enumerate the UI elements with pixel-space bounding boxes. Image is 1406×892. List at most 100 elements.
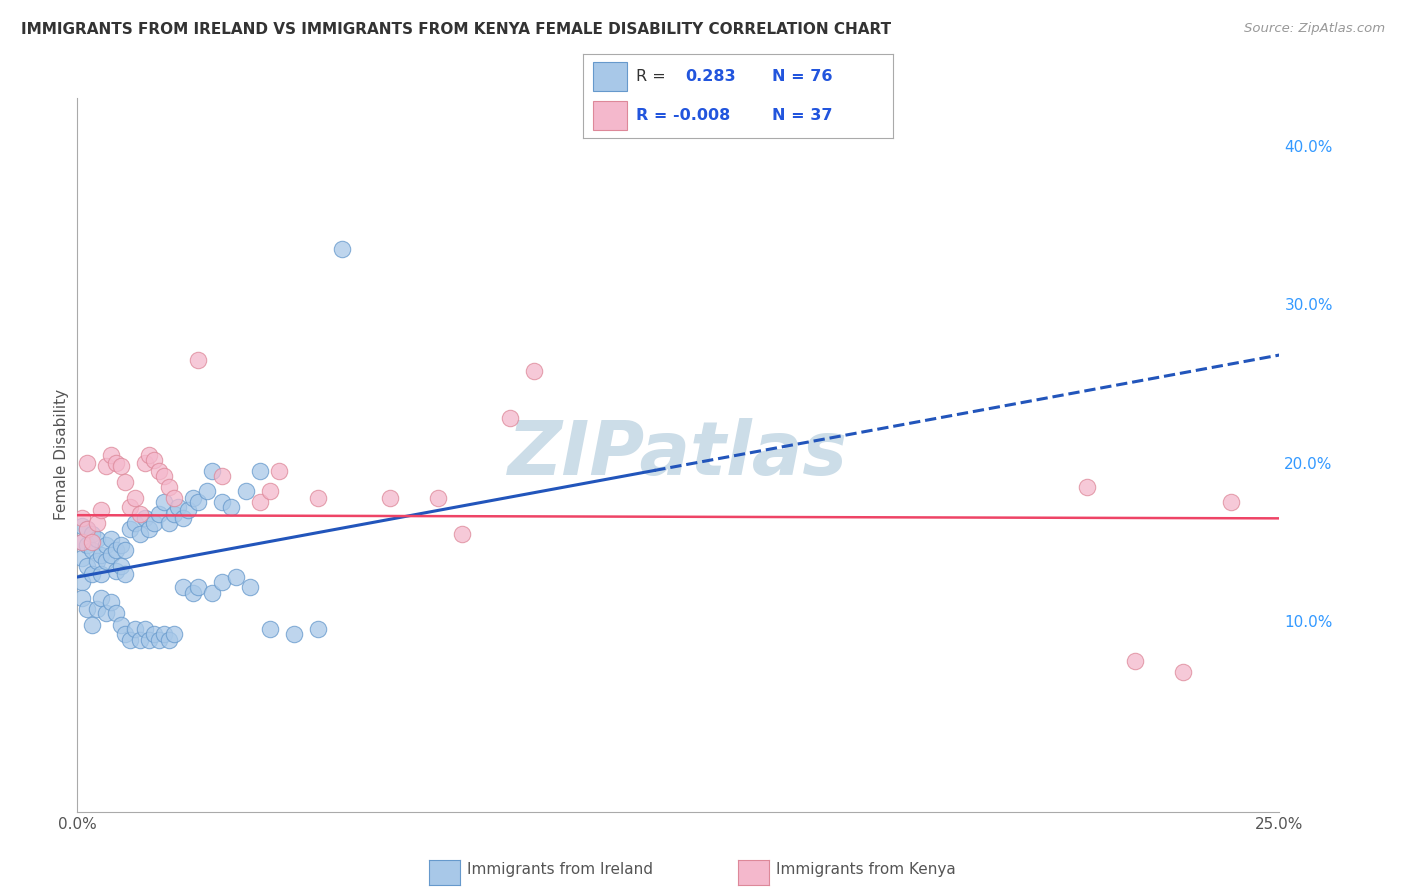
Point xyxy=(157,633,180,648)
Text: Immigrants from Kenya: Immigrants from Kenya xyxy=(776,863,956,877)
Point xyxy=(177,503,200,517)
Point xyxy=(134,456,156,470)
Point xyxy=(110,538,132,552)
Point xyxy=(138,633,160,648)
Point xyxy=(128,527,150,541)
Point xyxy=(80,535,103,549)
Point xyxy=(90,548,112,562)
Point xyxy=(307,491,329,505)
Point xyxy=(1076,480,1098,494)
Point xyxy=(259,484,281,499)
Point xyxy=(96,554,118,568)
Point xyxy=(76,558,98,573)
Text: IMMIGRANTS FROM IRELAND VS IMMIGRANTS FROM KENYA FEMALE DISABILITY CORRELATION C: IMMIGRANTS FROM IRELAND VS IMMIGRANTS FR… xyxy=(21,22,891,37)
Text: N = 76: N = 76 xyxy=(772,69,832,84)
Point xyxy=(148,633,170,648)
Point xyxy=(114,566,136,581)
Point xyxy=(523,364,546,378)
Point xyxy=(499,411,522,425)
Point xyxy=(104,607,127,621)
Point xyxy=(80,566,103,581)
Point xyxy=(90,566,112,581)
Point xyxy=(225,570,247,584)
Point xyxy=(124,623,146,637)
Point xyxy=(86,516,108,530)
Text: ZIPatlas: ZIPatlas xyxy=(509,418,848,491)
Point xyxy=(120,633,142,648)
Point xyxy=(283,627,305,641)
Point xyxy=(80,527,103,541)
Point xyxy=(70,551,93,566)
Point xyxy=(153,468,176,483)
Point xyxy=(211,574,233,589)
Point xyxy=(143,452,166,467)
Point xyxy=(100,548,122,562)
Point xyxy=(378,491,401,505)
Text: Immigrants from Ireland: Immigrants from Ireland xyxy=(467,863,652,877)
Point xyxy=(76,456,98,470)
Text: R = -0.008: R = -0.008 xyxy=(636,108,730,123)
Point xyxy=(70,519,93,533)
Point xyxy=(134,511,156,525)
Bar xyxy=(593,62,627,91)
Point xyxy=(259,623,281,637)
Point xyxy=(76,538,98,552)
Point xyxy=(187,352,209,367)
Point xyxy=(451,527,474,541)
Text: R =: R = xyxy=(636,69,666,84)
Point xyxy=(181,491,204,505)
Point xyxy=(104,543,127,558)
Point xyxy=(76,601,98,615)
Point xyxy=(70,574,93,589)
Point xyxy=(76,523,98,537)
Point xyxy=(100,532,122,546)
Point xyxy=(134,623,156,637)
Point xyxy=(124,516,146,530)
Point xyxy=(143,627,166,641)
Bar xyxy=(593,101,627,130)
Point xyxy=(70,535,93,549)
Y-axis label: Female Disability: Female Disability xyxy=(53,389,69,521)
Point xyxy=(110,617,132,632)
Point xyxy=(172,580,194,594)
Point xyxy=(86,532,108,546)
Point xyxy=(239,580,262,594)
Point xyxy=(211,495,233,509)
Point xyxy=(153,627,176,641)
Point xyxy=(162,507,184,521)
Point xyxy=(124,491,146,505)
Point xyxy=(80,543,103,558)
Point xyxy=(148,464,170,478)
Point xyxy=(120,500,142,515)
Point xyxy=(128,507,150,521)
Point xyxy=(128,633,150,648)
Point xyxy=(96,607,118,621)
Text: N = 37: N = 37 xyxy=(772,108,832,123)
Point xyxy=(110,458,132,473)
Point xyxy=(96,538,118,552)
Point xyxy=(1123,654,1146,668)
Point xyxy=(157,480,180,494)
Point xyxy=(307,623,329,637)
Point xyxy=(110,558,132,573)
Point xyxy=(235,484,257,499)
Point xyxy=(114,475,136,489)
Point xyxy=(162,491,184,505)
Point xyxy=(70,535,93,549)
Point xyxy=(172,511,194,525)
Point xyxy=(162,627,184,641)
Text: Source: ZipAtlas.com: Source: ZipAtlas.com xyxy=(1244,22,1385,36)
Point xyxy=(427,491,450,505)
Point xyxy=(143,516,166,530)
Point xyxy=(201,586,224,600)
Point xyxy=(120,523,142,537)
Point xyxy=(104,456,127,470)
Point xyxy=(138,523,160,537)
Point xyxy=(201,464,224,478)
Point xyxy=(80,617,103,632)
Point xyxy=(219,500,242,515)
Point xyxy=(100,595,122,609)
Point xyxy=(76,523,98,537)
Point xyxy=(104,564,127,578)
Point xyxy=(330,242,353,256)
